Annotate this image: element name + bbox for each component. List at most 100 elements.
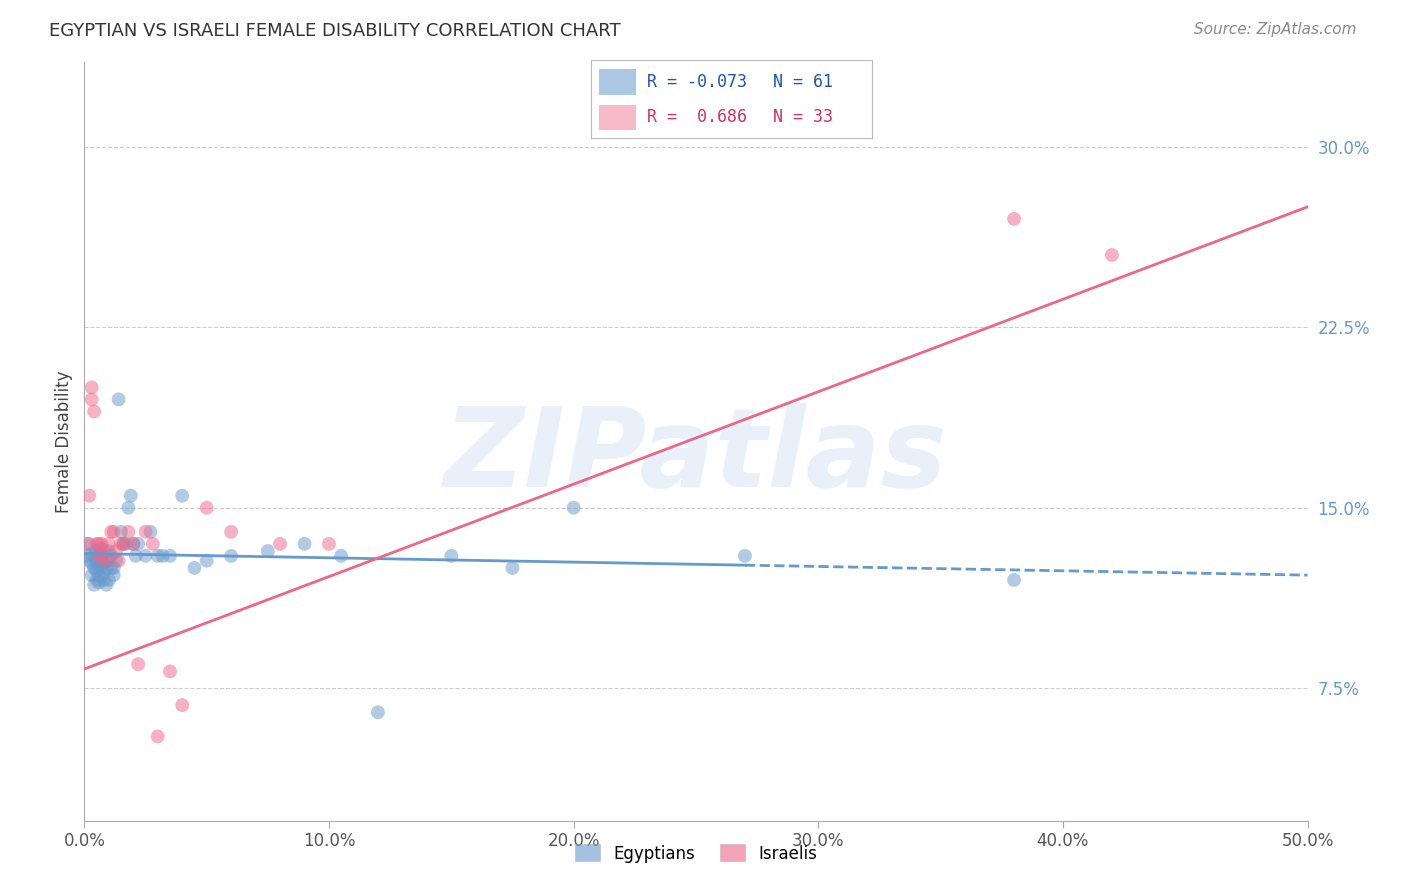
FancyBboxPatch shape — [599, 70, 636, 95]
Point — [90, 554, 112, 568]
Point — [83, 578, 105, 592]
Point — [100, 524, 122, 539]
Point — [86, 563, 108, 577]
Point — [87, 575, 110, 590]
Point — [117, 500, 139, 515]
Point — [115, 537, 138, 551]
Point — [562, 500, 585, 515]
Point — [122, 537, 145, 551]
Point — [172, 489, 194, 503]
Text: Source: ZipAtlas.com: Source: ZipAtlas.com — [1194, 22, 1357, 37]
Point — [219, 524, 242, 539]
Legend: Egyptians, Israelis: Egyptians, Israelis — [568, 838, 824, 869]
Point — [97, 573, 120, 587]
Point — [125, 549, 148, 563]
Point — [139, 524, 162, 539]
Point — [93, 556, 115, 570]
Point — [86, 556, 108, 570]
Point — [142, 537, 165, 551]
Point — [93, 566, 115, 580]
Point — [97, 537, 120, 551]
Point — [195, 554, 218, 568]
Point — [502, 561, 524, 575]
Point — [87, 568, 110, 582]
Point — [76, 549, 98, 563]
Point — [103, 568, 125, 582]
Point — [112, 537, 135, 551]
Point — [1101, 248, 1123, 262]
Point — [219, 549, 242, 563]
Point — [440, 549, 463, 563]
Text: R =  0.686: R = 0.686 — [647, 108, 747, 126]
Point — [172, 698, 194, 712]
Point — [77, 537, 100, 551]
Point — [100, 549, 122, 563]
Point — [87, 549, 110, 563]
Point — [83, 549, 105, 563]
Point — [80, 380, 103, 394]
Point — [103, 561, 125, 575]
Point — [86, 537, 108, 551]
Point — [93, 573, 115, 587]
Point — [734, 549, 756, 563]
Text: ZIPatlas: ZIPatlas — [444, 403, 948, 510]
Point — [110, 537, 132, 551]
Point — [86, 544, 108, 558]
FancyBboxPatch shape — [599, 104, 636, 130]
Point — [103, 524, 125, 539]
Text: R = -0.073: R = -0.073 — [647, 73, 747, 91]
Text: EGYPTIAN VS ISRAELI FEMALE DISABILITY CORRELATION CHART: EGYPTIAN VS ISRAELI FEMALE DISABILITY CO… — [49, 22, 621, 40]
Point — [80, 392, 103, 407]
Point — [80, 568, 103, 582]
Point — [90, 541, 112, 556]
Point — [330, 549, 353, 563]
Point — [146, 730, 169, 744]
Point — [97, 554, 120, 568]
Point — [77, 554, 100, 568]
Point — [96, 561, 118, 575]
Point — [183, 561, 205, 575]
Point — [86, 573, 108, 587]
Point — [135, 549, 157, 563]
Point — [1002, 573, 1025, 587]
Point — [87, 549, 110, 563]
Point — [76, 537, 98, 551]
Point — [90, 537, 112, 551]
Point — [90, 549, 112, 563]
Point — [135, 524, 157, 539]
Y-axis label: Female Disability: Female Disability — [55, 370, 73, 513]
Point — [90, 549, 112, 563]
Point — [87, 558, 110, 573]
Point — [83, 404, 105, 418]
Point — [87, 537, 110, 551]
Point — [195, 500, 218, 515]
Point — [96, 578, 118, 592]
Text: N = 33: N = 33 — [773, 108, 834, 126]
Point — [127, 537, 149, 551]
Point — [117, 524, 139, 539]
Point — [120, 489, 142, 503]
Point — [77, 489, 100, 503]
Point — [269, 537, 291, 551]
Text: N = 61: N = 61 — [773, 73, 834, 91]
Point — [294, 537, 316, 551]
Point — [159, 665, 181, 679]
Point — [1002, 211, 1025, 226]
Point — [93, 544, 115, 558]
Point — [318, 537, 340, 551]
Point — [105, 544, 128, 558]
Point — [83, 561, 105, 575]
Point — [152, 549, 174, 563]
Point — [107, 392, 129, 407]
Point — [257, 544, 280, 558]
Point — [112, 537, 135, 551]
Point — [159, 549, 181, 563]
Point — [146, 549, 169, 563]
Point — [100, 561, 122, 575]
Point — [122, 537, 145, 551]
Point — [90, 561, 112, 575]
Point — [80, 546, 103, 560]
Point — [105, 554, 128, 568]
Point — [97, 544, 120, 558]
Point — [110, 524, 132, 539]
